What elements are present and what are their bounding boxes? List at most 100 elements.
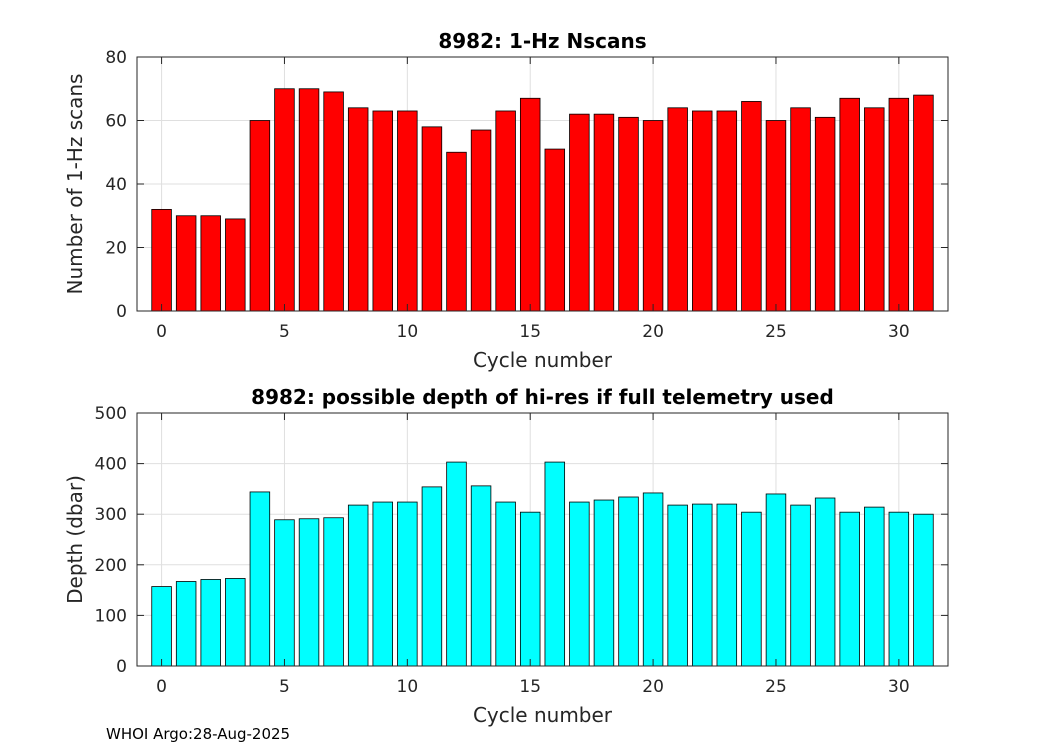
bar-cycle-14 [495, 110, 516, 312]
x-tick-label: 5 [279, 322, 290, 342]
bar-cycle-12 [446, 461, 467, 667]
bar-cycle-18 [593, 499, 615, 667]
x-tick-label: 30 [888, 322, 910, 342]
y-tick-label: 0 [116, 657, 127, 677]
bar-cycle-4 [249, 491, 271, 667]
bar-cycle-25 [765, 120, 787, 312]
bar-cycle-16 [544, 148, 566, 312]
bar-cycle-31 [913, 94, 934, 312]
bar-cycle-21 [667, 107, 688, 312]
chart-title: 8982: possible depth of hi-res if full t… [251, 385, 834, 409]
x-tick-label: 0 [156, 677, 167, 697]
bar-cycle-30 [888, 511, 910, 667]
bar-cycle-17 [569, 501, 590, 667]
y-axis-label: Depth (dbar) [63, 475, 87, 604]
y-tick-label: 400 [95, 455, 127, 475]
bar-cycle-21 [667, 504, 688, 667]
x-tick-label: 10 [397, 322, 419, 342]
y-tick-label: 40 [105, 175, 127, 195]
plot-area [137, 413, 948, 666]
x-tick-label: 25 [765, 677, 787, 697]
bar-cycle-9 [372, 110, 393, 312]
y-axis-label: Number of 1-Hz scans [63, 74, 87, 295]
axes-frame [136, 412, 949, 667]
bar-cycle-0 [151, 208, 172, 312]
bar-cycle-18 [593, 113, 615, 312]
bar-cycle-22 [692, 110, 713, 312]
bar-cycle-11 [421, 126, 443, 312]
bar-cycle-19 [618, 496, 639, 667]
bar-cycle-3 [225, 578, 246, 667]
bar-cycle-20 [642, 492, 664, 667]
x-tick-label: 0 [156, 322, 167, 342]
y-tick-label: 60 [105, 112, 127, 132]
bar-cycle-1 [175, 581, 197, 667]
bar-cycle-26 [790, 504, 811, 667]
bar-cycle-17 [569, 113, 590, 312]
bar-cycle-7 [323, 517, 344, 667]
bar-cycle-13 [470, 129, 492, 312]
bar-cycle-22 [692, 503, 713, 667]
bar-cycle-25 [765, 493, 787, 667]
bar-cycle-2 [200, 579, 221, 667]
bar-cycle-28 [839, 511, 860, 667]
bar-cycle-23 [716, 110, 738, 312]
bar-cycle-5 [274, 519, 295, 667]
x-tick-label: 20 [642, 677, 664, 697]
bar-cycle-26 [790, 107, 811, 312]
bar-cycle-16 [544, 461, 566, 667]
x-axis-label: Cycle number [473, 703, 613, 727]
footer-credit: WHOI Argo:28-Aug-2025 [106, 725, 291, 743]
x-tick-label: 25 [765, 322, 787, 342]
y-tick-label: 300 [95, 505, 127, 525]
bar-cycle-27 [814, 116, 836, 312]
y-tick-label: 100 [95, 606, 127, 626]
x-tick-label: 30 [888, 677, 910, 697]
bar-cycle-27 [814, 497, 836, 667]
bar-cycle-14 [495, 501, 516, 667]
bar-cycle-1 [175, 215, 197, 312]
y-tick-label: 500 [95, 404, 127, 424]
y-tick-label: 80 [105, 48, 127, 68]
bar-cycle-8 [347, 504, 369, 667]
bar-cycle-2 [200, 215, 221, 312]
bar-cycle-3 [225, 218, 246, 312]
bar-cycle-6 [298, 88, 320, 312]
bar-cycle-20 [642, 120, 664, 312]
bar-cycle-29 [864, 506, 885, 667]
bar-cycle-10 [397, 501, 418, 667]
bar-cycle-29 [864, 107, 885, 312]
y-tick-label: 0 [116, 302, 127, 322]
bar-cycle-9 [372, 501, 393, 667]
x-tick-label: 15 [519, 322, 541, 342]
x-tick-label: 10 [397, 677, 419, 697]
x-tick-label: 5 [279, 677, 290, 697]
bar-cycle-6 [298, 518, 320, 667]
x-tick-label: 20 [642, 322, 664, 342]
x-axis-label: Cycle number [473, 348, 613, 372]
chart-nscans: 0 5 10 15 20 25 30 0 20 40 60 80 8982: 1-Hz Nscans Cy… [63, 29, 949, 372]
bar-cycle-7 [323, 91, 344, 312]
y-tick-label: 20 [105, 239, 127, 259]
bar-cycle-5 [274, 88, 295, 312]
bar-cycle-28 [839, 97, 860, 312]
bar-cycle-0 [151, 586, 172, 667]
bar-cycle-19 [618, 116, 639, 312]
bar-cycle-8 [347, 107, 369, 312]
bar-cycle-31 [913, 513, 934, 667]
bar-cycle-10 [397, 110, 418, 312]
bar-cycle-24 [741, 101, 762, 312]
bar-cycle-11 [421, 486, 443, 667]
bar-cycle-13 [470, 485, 492, 667]
bar-cycle-4 [249, 120, 271, 312]
bar-cycle-24 [741, 511, 762, 667]
y-tick-label: 200 [95, 556, 127, 576]
x-tick-label: 15 [519, 677, 541, 697]
bar-cycle-15 [519, 511, 541, 667]
bar-cycle-12 [446, 151, 467, 312]
bar-cycle-30 [888, 97, 910, 312]
bar-cycle-23 [716, 503, 738, 667]
bar-cycle-15 [519, 97, 541, 312]
